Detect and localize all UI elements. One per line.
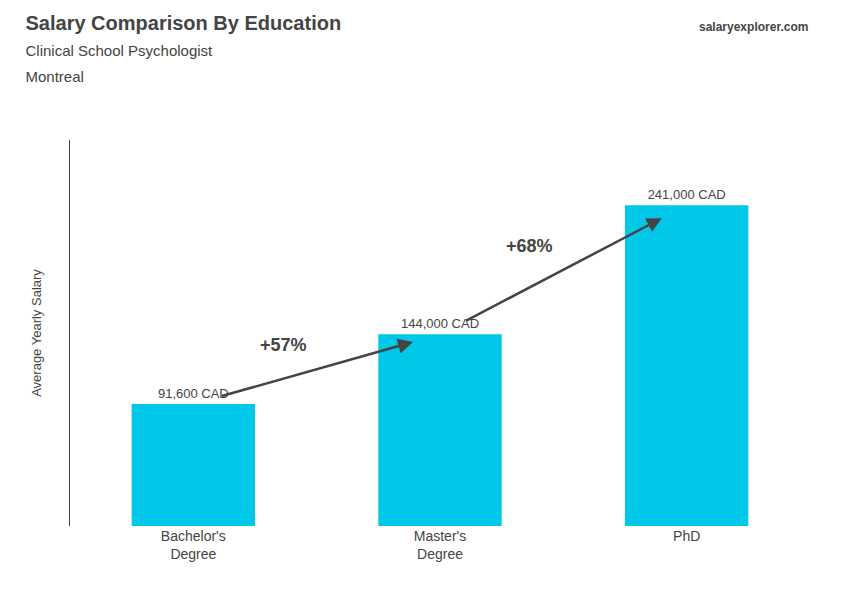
svg-text:+68%: +68% bbox=[506, 236, 553, 256]
svg-text:Master'sDegree: Master'sDegree bbox=[414, 528, 466, 562]
svg-text:salaryexplorer.com: salaryexplorer.com bbox=[699, 20, 808, 34]
svg-text:144,000 CAD: 144,000 CAD bbox=[401, 316, 479, 331]
svg-text:241,000 CAD: 241,000 CAD bbox=[648, 187, 726, 202]
svg-text:PhD: PhD bbox=[673, 528, 700, 544]
svg-text:Bachelor'sDegree: Bachelor'sDegree bbox=[161, 528, 226, 562]
svg-text:Average Yearly Salary: Average Yearly Salary bbox=[29, 269, 44, 397]
svg-text:+57%: +57% bbox=[260, 335, 307, 355]
svg-text:91,600 CAD: 91,600 CAD bbox=[158, 386, 229, 401]
svg-text:Salary Comparison By Education: Salary Comparison By EducationClinical S… bbox=[26, 12, 342, 85]
